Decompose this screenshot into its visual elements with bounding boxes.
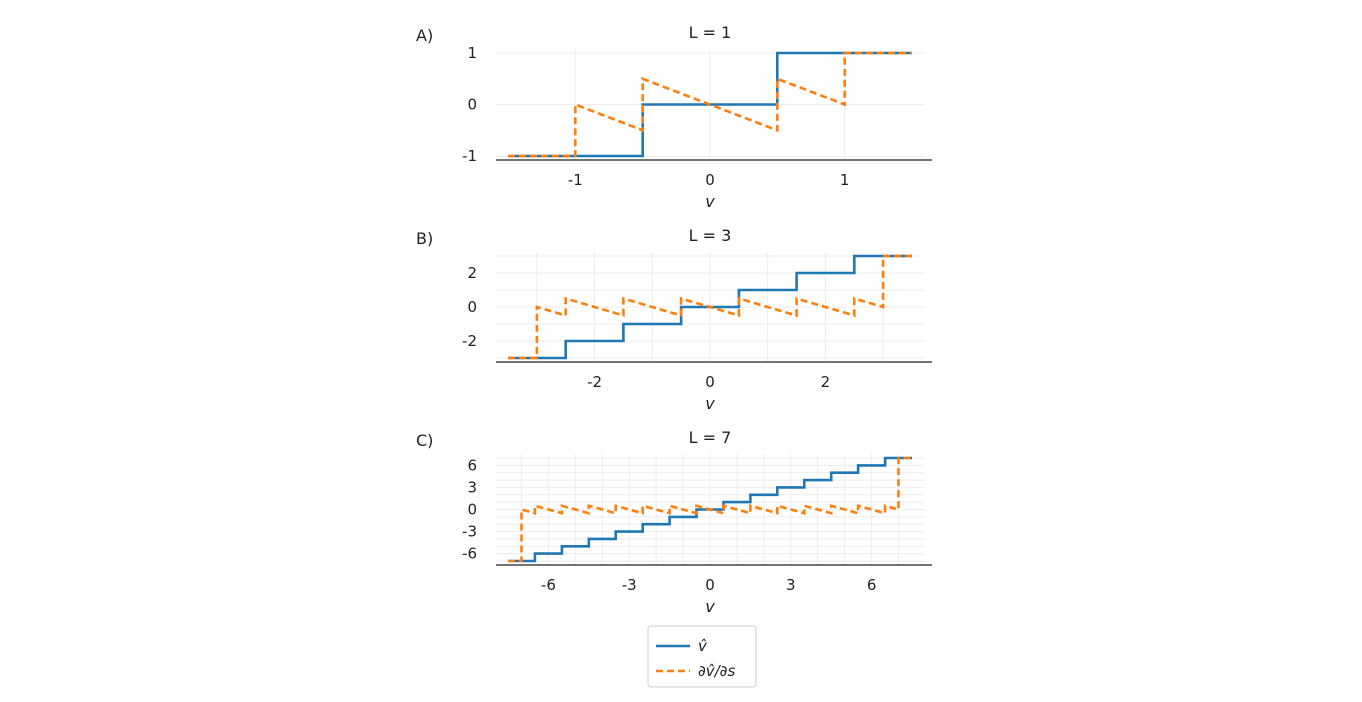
y-tick-label: 0 xyxy=(467,298,477,316)
x-tick-label: -6 xyxy=(541,576,556,594)
x-axis-label: v xyxy=(705,597,715,616)
x-axis-label: v xyxy=(705,394,715,413)
y-tick-label: -1 xyxy=(462,147,477,165)
y-tick-label: -3 xyxy=(462,523,477,541)
x-tick-label: 2 xyxy=(821,373,831,391)
panel-2: -6 -3 0 3 6 -6 -3 0 3 6 L = 7 v C) xyxy=(416,428,932,616)
x-axis-label: v xyxy=(705,192,715,211)
panel-1: -2 0 2 -2 0 2 L = 3 v B) xyxy=(416,226,932,413)
series-line-derivative xyxy=(508,456,912,563)
y-tick-label: 0 xyxy=(467,501,477,519)
legend: v̂ ∂v̂/∂s xyxy=(647,625,757,688)
x-tick-label: -3 xyxy=(622,576,637,594)
series-line-derivative xyxy=(508,254,912,360)
y-tick-label: 0 xyxy=(467,96,477,114)
y-tick-label: -2 xyxy=(462,332,477,350)
y-tick-label: 3 xyxy=(467,478,477,496)
x-tick-label: 0 xyxy=(705,171,715,189)
x-tick-label: 6 xyxy=(867,576,877,594)
legend-box xyxy=(647,625,757,688)
x-tick-label: -2 xyxy=(587,373,602,391)
y-tick-label: 6 xyxy=(467,456,477,474)
legend-label: v̂ xyxy=(698,637,708,655)
panel-letter: A) xyxy=(416,26,433,45)
x-tick-label: 1 xyxy=(840,171,850,189)
panel-title: L = 3 xyxy=(689,226,732,245)
legend-label: ∂v̂/∂s xyxy=(698,662,735,680)
series-line-derivative xyxy=(508,51,912,158)
y-tick-label: 2 xyxy=(467,264,477,282)
x-tick-label: 0 xyxy=(705,373,715,391)
panel-letter: B) xyxy=(416,229,433,248)
panel-0: -1 0 1 -1 0 1 L = 1 v A) xyxy=(416,23,932,211)
x-tick-label: 0 xyxy=(705,576,715,594)
x-tick-label: -1 xyxy=(568,171,583,189)
x-tick-label: 3 xyxy=(786,576,796,594)
y-tick-label: -6 xyxy=(462,545,477,563)
panel-title: L = 1 xyxy=(689,23,732,42)
panel-title: L = 7 xyxy=(689,428,732,447)
y-tick-label: 1 xyxy=(467,44,477,62)
panel-letter: C) xyxy=(416,431,433,450)
